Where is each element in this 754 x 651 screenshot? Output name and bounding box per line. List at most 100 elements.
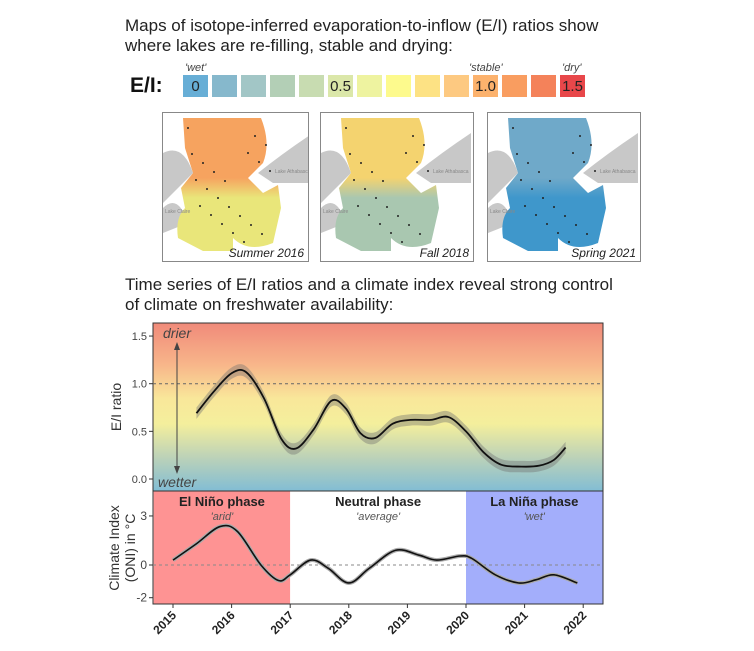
region-shape	[502, 118, 606, 251]
lake-label: Lake Athabasca	[275, 169, 308, 175]
sample-dot	[364, 188, 366, 190]
legend-swatch: 0	[183, 75, 208, 97]
phase-band	[466, 491, 603, 604]
map-panel: Lake Athabasca Lake Claire Spring 2021	[487, 112, 641, 262]
sample-dot	[531, 188, 533, 190]
maps-heading-line-1: Maps of isotope-inferred evaporation-to-…	[125, 16, 599, 35]
sample-dot	[546, 223, 548, 225]
x-tick-label: 2019	[385, 608, 414, 637]
legend-swatch	[241, 75, 266, 97]
sample-dot	[221, 223, 223, 225]
sample-dot	[405, 152, 407, 154]
sample-dot	[594, 170, 596, 172]
legend-swatch	[415, 75, 440, 97]
legend-swatch	[357, 75, 382, 97]
sample-dot	[538, 171, 540, 173]
map-label: Spring 2021	[571, 246, 636, 260]
sample-dot	[187, 127, 189, 129]
lake-label: Lake Athabasca	[600, 169, 636, 175]
land-shape	[163, 136, 308, 203]
sample-dot	[213, 171, 215, 173]
sample-dot	[191, 153, 193, 155]
wetter-annotation: wetter	[158, 474, 197, 490]
chart-heading-line-1: Time series of E/I ratios and a climate …	[125, 275, 613, 294]
sample-dot	[258, 161, 260, 163]
sample-dot	[349, 153, 351, 155]
x-tick-label: 2022	[561, 608, 590, 637]
sample-dot	[261, 233, 263, 235]
sample-dot	[564, 215, 566, 217]
sample-dot	[549, 180, 551, 182]
x-tick-label: 2021	[502, 608, 531, 637]
sample-dot	[202, 162, 204, 164]
map-graphic: Lake Athabasca Lake Claire	[163, 118, 308, 251]
region-shape	[177, 118, 281, 251]
sample-dot	[568, 241, 570, 243]
y-tick-label: 0	[140, 558, 147, 572]
sample-dot	[572, 152, 574, 154]
ei-y-axis-label: E/I ratio	[108, 383, 124, 431]
oni-series-line	[172, 524, 578, 584]
lake-label: Lake Claire	[323, 209, 349, 215]
oni-panel-frame	[152, 490, 604, 605]
sample-dot	[265, 144, 267, 146]
sample-dot	[232, 232, 234, 234]
phase-name: El Niño phase	[179, 494, 265, 509]
sample-dot	[524, 205, 526, 207]
sample-dot	[368, 214, 370, 216]
sample-dot	[535, 214, 537, 216]
sample-dot	[583, 161, 585, 163]
sample-dot	[557, 232, 559, 234]
x-tick-label: 2015	[150, 608, 179, 637]
sample-dot	[382, 180, 384, 182]
y-tick-label: 1.5	[132, 331, 147, 343]
sample-dot	[254, 135, 256, 137]
sample-dot	[520, 179, 522, 181]
land-shape	[488, 133, 638, 203]
sample-dot	[195, 179, 197, 181]
chart-heading-line-2: of climate on freshwater availability:	[125, 295, 394, 314]
lake-label: Lake Claire	[490, 209, 516, 215]
legend-annotation: 'dry'	[562, 62, 582, 74]
sample-dot	[427, 170, 429, 172]
x-tick-label: 2018	[326, 608, 355, 637]
legend-swatch	[531, 75, 556, 97]
phase-band	[153, 491, 291, 604]
sample-dot	[579, 135, 581, 137]
land-shape	[321, 133, 471, 203]
sample-dot	[210, 214, 212, 216]
sample-dot	[224, 180, 226, 182]
sample-dot	[371, 171, 373, 173]
legend-swatch	[270, 75, 295, 97]
phase-desc: 'average'	[356, 511, 401, 523]
sample-dot	[269, 170, 271, 172]
sample-dot	[239, 215, 241, 217]
oni-y-axis-label-line-2: (ONI) in °C	[122, 514, 138, 583]
sample-dot	[408, 224, 410, 226]
sample-dot	[575, 224, 577, 226]
oni-y-axis-label-line-1: Climate Index	[106, 505, 122, 591]
phase-desc: 'arid'	[211, 511, 234, 523]
arrowheads	[174, 342, 180, 474]
sample-dot	[586, 233, 588, 235]
sample-dot	[217, 197, 219, 199]
drier-annotation: drier	[163, 325, 192, 341]
sample-dot	[250, 224, 252, 226]
sample-dot	[357, 205, 359, 207]
sample-dot	[206, 188, 208, 190]
legend-swatch: 0.5	[328, 75, 353, 97]
ei-panel-background	[153, 323, 603, 491]
sample-dot	[516, 153, 518, 155]
map-graphic: Lake Athabasca Lake Claire	[321, 118, 471, 251]
y-tick-label: 3	[140, 509, 147, 523]
oni-band	[171, 523, 579, 586]
legend-swatch	[444, 75, 469, 97]
y-tick-label: 0.5	[132, 426, 147, 438]
legend-swatch: 1.0	[473, 75, 498, 97]
phase-name: Neutral phase	[335, 494, 421, 509]
x-tick-label: 2020	[443, 608, 472, 637]
map-panel: Lake Athabasca Lake Claire Fall 2018	[320, 112, 474, 262]
ei-confidence-band	[196, 364, 566, 473]
